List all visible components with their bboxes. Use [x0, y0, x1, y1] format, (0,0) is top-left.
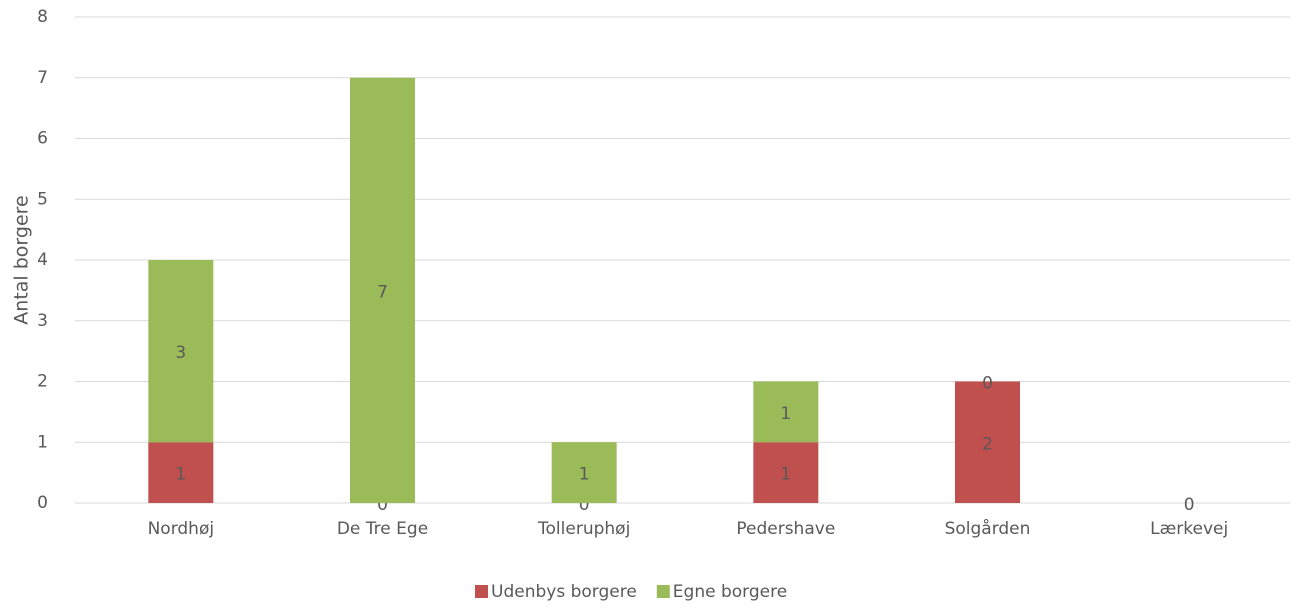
y-tick-label: 8	[37, 7, 48, 27]
y-tick-label: 7	[37, 68, 48, 88]
legend-swatch	[656, 585, 670, 598]
data-label: 0	[579, 495, 590, 515]
bar-segment	[753, 381, 819, 443]
y-tick-label: 5	[37, 189, 48, 209]
data-label: 0	[982, 374, 993, 394]
data-label: 1	[780, 465, 791, 485]
data-label: 1	[780, 404, 791, 424]
x-tick-label: De Tre Ege	[337, 519, 428, 539]
legend-label: Egne borgere	[673, 582, 787, 602]
bar-segment	[753, 442, 819, 503]
legend-label: Udenbys borgere	[491, 582, 637, 602]
y-tick-label: 2	[37, 372, 48, 392]
data-label: 7	[377, 282, 388, 302]
bar-segment	[148, 260, 214, 443]
y-tick-label: 3	[37, 311, 48, 331]
data-label: 1	[579, 465, 590, 485]
y-axis-title: Antal borgere	[11, 195, 33, 324]
x-tick-label: Pedershave	[736, 519, 835, 539]
data-label: 3	[175, 343, 186, 363]
data-label: 1	[175, 465, 186, 485]
y-tick-label: 1	[37, 432, 48, 452]
x-tick-label: Lærkevej	[1150, 519, 1228, 539]
x-tick-label: Tolleruphøj	[537, 519, 630, 539]
data-label: 2	[982, 434, 993, 454]
legend-swatch	[475, 585, 488, 598]
data-label: 0	[377, 495, 388, 515]
x-tick-label: Nordhøj	[148, 519, 215, 539]
y-tick-label: 6	[37, 129, 48, 149]
bar-segment	[551, 442, 617, 503]
bar-segment	[148, 442, 214, 503]
y-tick-label: 0	[37, 493, 48, 513]
bar-segment	[350, 77, 415, 503]
x-tick-label: Solgården	[945, 518, 1031, 539]
y-tick-label: 4	[37, 250, 48, 270]
bar-segment	[955, 381, 1020, 503]
data-label: 0	[1184, 495, 1195, 515]
